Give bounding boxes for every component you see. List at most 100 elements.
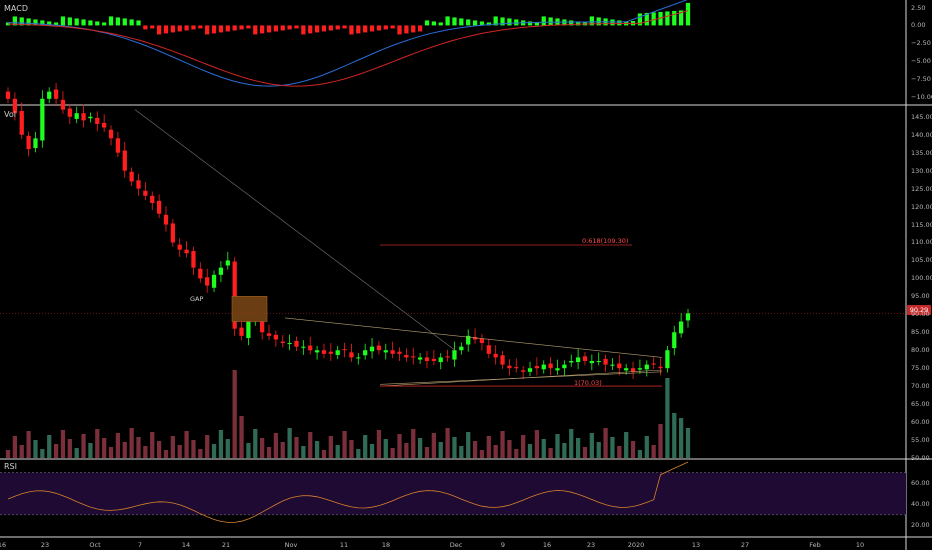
candle-body bbox=[541, 364, 546, 370]
candle-body bbox=[5, 91, 11, 99]
volume-bar bbox=[294, 437, 299, 458]
volume-bar bbox=[658, 424, 663, 458]
candle-body bbox=[40, 98, 45, 141]
candle-body bbox=[466, 335, 471, 345]
candle-body bbox=[26, 135, 31, 150]
candle-body bbox=[115, 138, 121, 153]
volume-bar bbox=[562, 443, 567, 458]
candle-body bbox=[390, 350, 395, 354]
macd-histogram-bar bbox=[500, 17, 505, 26]
volume-bar bbox=[541, 439, 546, 458]
volume-bar bbox=[596, 442, 601, 458]
macd-histogram-bar bbox=[314, 25, 320, 33]
volume-bar bbox=[266, 447, 272, 458]
macd-histogram-bar bbox=[60, 16, 66, 26]
candle-body bbox=[637, 368, 643, 370]
volume-bar bbox=[156, 441, 162, 458]
macd-histogram-bar bbox=[349, 25, 354, 35]
volume-bar bbox=[102, 438, 107, 458]
candle-body bbox=[679, 321, 684, 334]
volume-bar bbox=[445, 428, 450, 458]
volume-bar bbox=[136, 437, 141, 458]
volume-bar bbox=[115, 433, 121, 458]
volume-bar bbox=[205, 435, 210, 458]
x-axis-label: Feb bbox=[809, 541, 821, 549]
candle-body bbox=[424, 357, 430, 362]
macd-histogram-bar bbox=[363, 25, 368, 33]
price-pane bbox=[0, 83, 906, 458]
candle-body bbox=[74, 113, 79, 119]
macd-histogram-bar bbox=[328, 25, 333, 31]
volume-bar bbox=[665, 378, 670, 458]
macd-histogram-bar bbox=[466, 19, 471, 26]
candle-body bbox=[321, 350, 327, 354]
macd-histogram-bar bbox=[452, 17, 457, 26]
candle-body bbox=[198, 268, 203, 279]
candle-body bbox=[314, 350, 320, 353]
price-tick-label: 85.00 bbox=[911, 328, 930, 337]
volume-bar bbox=[610, 437, 615, 458]
candle-body bbox=[507, 365, 512, 369]
macd-tick-label: 2.50 bbox=[911, 3, 926, 12]
candle-body bbox=[500, 355, 505, 365]
candle-body bbox=[411, 356, 416, 358]
candle-body bbox=[534, 366, 540, 369]
fib-upper-annotation: 0.618(109.30) bbox=[582, 237, 629, 245]
macd-histogram-bar bbox=[569, 20, 574, 26]
macd-histogram-bar bbox=[637, 13, 643, 26]
macd-histogram-bar bbox=[122, 18, 127, 26]
volume-bar bbox=[575, 438, 581, 458]
volume-bar bbox=[170, 436, 175, 458]
macd-histogram-bar bbox=[397, 25, 402, 35]
candle-body bbox=[95, 117, 100, 124]
macd-histogram-bar bbox=[191, 25, 196, 30]
volume-bar bbox=[232, 370, 237, 458]
macd-histogram-bar bbox=[74, 18, 79, 26]
volume-bar bbox=[26, 431, 31, 458]
macd-histogram-bar bbox=[541, 16, 546, 26]
x-axis-label: 10 bbox=[855, 541, 865, 549]
volume-bar bbox=[521, 435, 526, 458]
volume-bar bbox=[33, 440, 38, 458]
price-tick-label: 115.00 bbox=[911, 220, 932, 229]
candle-body bbox=[493, 353, 498, 358]
rsi-indicator-label[interactable]: RSI bbox=[4, 462, 17, 471]
macd-histogram-bar bbox=[390, 25, 395, 29]
signal-line bbox=[7, 10, 689, 87]
macd-histogram-bar bbox=[184, 25, 189, 31]
macd-indicator-label[interactable]: MACD bbox=[4, 4, 28, 13]
price-tick-label: 120.00 bbox=[911, 202, 932, 211]
x-axis-label: 27 bbox=[740, 541, 750, 549]
macd-histogram-bar bbox=[417, 25, 423, 32]
volume-bar bbox=[555, 434, 560, 458]
macd-histogram-bar bbox=[548, 17, 553, 26]
candle-body bbox=[239, 327, 244, 336]
candle-body bbox=[672, 332, 677, 349]
volume-bar bbox=[40, 449, 45, 458]
volume-bar bbox=[534, 430, 540, 458]
volume-bar bbox=[617, 446, 622, 458]
macd-histogram-bar bbox=[610, 19, 615, 26]
price-tick-label: 90.00 bbox=[911, 310, 930, 319]
volume-bar bbox=[81, 434, 86, 458]
volume-bar bbox=[349, 440, 354, 458]
price-tick-label: 70.00 bbox=[911, 382, 930, 391]
candle-body bbox=[363, 350, 368, 356]
macd-histogram-bar bbox=[651, 12, 656, 26]
macd-histogram-bar bbox=[308, 25, 313, 34]
macd-histogram-bar bbox=[431, 21, 436, 26]
candle-body bbox=[582, 356, 588, 362]
macd-histogram-bar bbox=[411, 25, 416, 33]
candle-body bbox=[459, 346, 464, 351]
candle-body bbox=[266, 333, 272, 336]
candle-body bbox=[651, 363, 656, 365]
volume-bar bbox=[19, 445, 24, 458]
candle-body bbox=[143, 190, 148, 196]
volume-indicator-label[interactable]: Vol bbox=[4, 110, 16, 119]
macd-histogram-bar bbox=[280, 25, 285, 31]
macd-histogram-bar bbox=[356, 25, 361, 34]
macd-line bbox=[7, 0, 688, 87]
macd-histogram-bar bbox=[493, 16, 498, 26]
gap-box bbox=[231, 296, 268, 322]
